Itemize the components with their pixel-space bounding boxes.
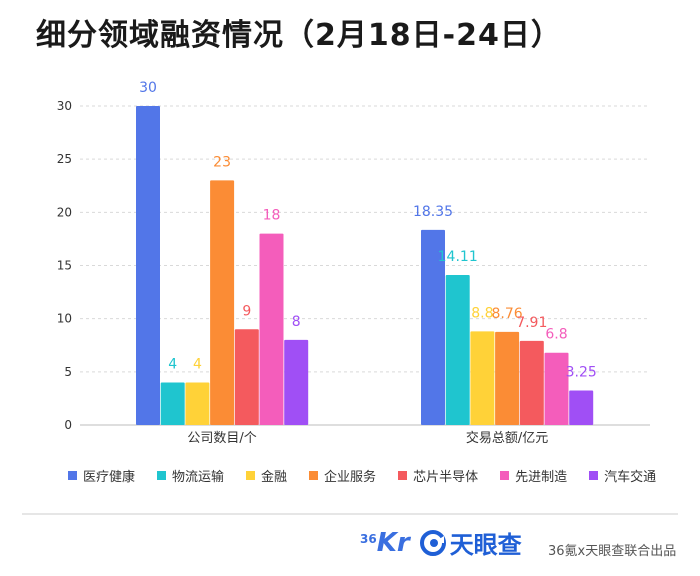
data-label: 9 [242,303,251,319]
data-label: 3.25 [566,364,597,380]
legend-item: 先进制造 [500,466,567,485]
legend-label: 先进制造 [515,470,568,485]
legend-swatch [68,471,77,480]
bar-chart: 0 5 10 15 20 25 30 30 4 4 23 9 18 8 公司数目/个 18.35 14.11 8.… [57,80,650,446]
bar [259,233,284,425]
tianyancha-mark-icon [419,529,446,556]
y-tick-label: 20 [57,205,72,219]
chart-legend: 医疗健康 物流运输 金融 企业服务 芯片半导体 先进制造 汽车交通 [68,466,688,485]
bar [519,340,544,425]
bar [569,390,594,425]
legend-swatch [246,471,256,480]
legend-item: 汽车交通 [589,466,656,485]
chart-title: 细分领域融资情况（2月18日-24日） [36,18,562,53]
bar [284,339,309,425]
data-label: 4 [168,356,177,372]
data-label: 8.8 [471,305,493,321]
category-label: 交易总额/亿元 [466,430,548,446]
legend-label: 芯片半导体 [413,470,479,485]
bar [185,382,210,425]
bar [495,331,520,425]
data-label: 23 [213,154,231,170]
footer-logos: 36 Kr 天眼查 [360,525,522,560]
data-label: 7.91 [516,315,547,331]
y-tick-label: 30 [57,99,72,113]
legend-swatch [157,471,167,480]
data-label: 18.35 [413,204,453,220]
bar [470,331,495,425]
data-label: 8 [292,314,301,330]
legend-label: 汽车交通 [604,470,657,485]
data-label: 6.8 [545,327,567,343]
y-tick-label: 10 [57,312,72,326]
legend-label: 金融 [261,470,288,485]
36kr-logo: 36 Kr [360,527,410,558]
tianyancha-logo: 天眼查 [419,525,522,560]
data-label: 4 [193,356,202,372]
legend-label: 物流运输 [172,470,225,485]
legend-item: 芯片半导体 [398,466,478,485]
bar [544,352,569,425]
bar [421,229,445,425]
data-label: 30 [139,80,157,96]
y-tick-label: 0 [64,418,72,432]
legend-swatch [309,471,319,480]
bar [136,106,160,425]
legend-item: 金融 [246,466,287,485]
legend-item: 企业服务 [309,466,376,485]
legend-swatch [589,471,599,480]
legend-item: 物流运输 [157,466,224,485]
legend-swatch [398,471,408,480]
bar [234,329,259,425]
data-label: 18 [263,208,281,224]
legend-label: 医疗健康 [83,470,136,485]
category-label: 公司数目/个 [187,431,256,446]
legend-label: 企业服务 [324,470,377,485]
bar [160,382,185,425]
data-label: 8.76 [492,306,523,322]
legend-swatch [500,471,510,480]
y-tick-label: 15 [57,259,72,273]
legend-item: 医疗健康 [68,466,135,485]
footer-divider [22,513,678,515]
bar [445,274,470,425]
y-tick-label: 25 [57,152,72,166]
data-label: 14.11 [438,249,478,265]
bar [210,180,235,425]
credit-text: 36氪x天眼查联合出品 [548,544,677,559]
y-tick-label: 5 [64,365,72,379]
